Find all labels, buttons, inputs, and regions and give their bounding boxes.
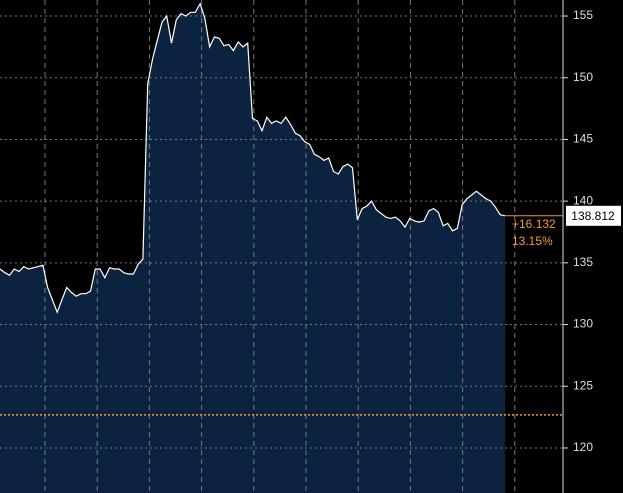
y-tick-label: 155: [573, 8, 593, 22]
y-tick-label: 140: [573, 193, 593, 207]
y-tick-label: 145: [573, 132, 593, 146]
y-tick-label: 130: [573, 317, 593, 331]
y-tick-label: 125: [573, 378, 593, 392]
area-fill: [0, 3, 505, 493]
last-value-label: 138.812: [571, 209, 615, 223]
y-tick-label: 150: [573, 70, 593, 84]
y-tick-label: 120: [573, 440, 593, 454]
y-tick-label: 135: [573, 255, 593, 269]
change-pct-label: 13.15%: [512, 234, 553, 248]
last-value-box: [566, 205, 621, 226]
change-label: +16.132: [512, 217, 556, 231]
price-line: [0, 2, 506, 314]
